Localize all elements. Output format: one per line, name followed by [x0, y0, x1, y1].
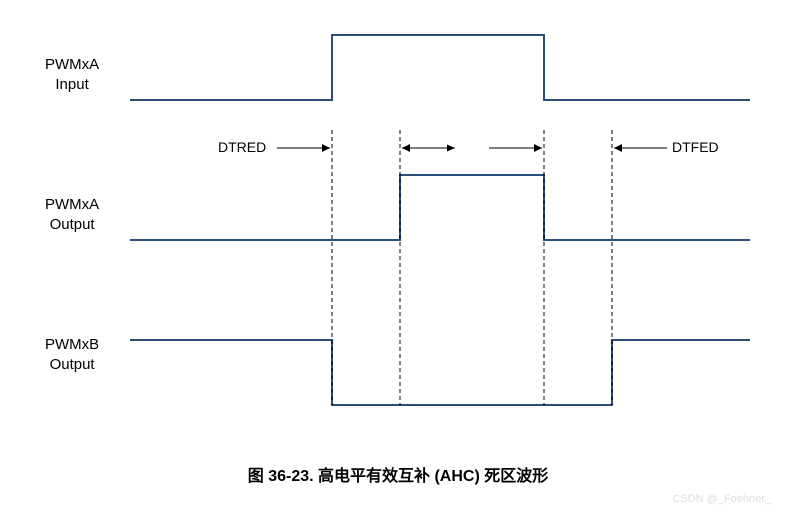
- pwmxb-output-waveform: [130, 340, 750, 405]
- label-text: Output: [45, 355, 99, 375]
- waveform-svg: [0, 0, 796, 517]
- diagram-container: PWMxA Input PWMxA Output PWMxB Output DT…: [0, 0, 796, 517]
- dtfed-label: DTFED: [672, 139, 719, 155]
- pwmxa-input-label: PWMxA Input: [45, 55, 99, 94]
- pwmxa-output-waveform: [130, 175, 750, 240]
- pwmxb-output-label: PWMxB Output: [45, 335, 99, 374]
- label-text: Input: [45, 75, 99, 95]
- label-text: Output: [45, 215, 99, 235]
- watermark-text: CSDN @_Foehner_: [672, 493, 771, 505]
- label-text: PWMxA: [45, 195, 99, 215]
- pwmxa-output-label: PWMxA Output: [45, 195, 99, 234]
- figure-caption: 图 36-23. 高电平有效互补 (AHC) 死区波形: [0, 462, 796, 486]
- label-text: PWMxB: [45, 335, 99, 355]
- pwmxa-input-waveform: [130, 35, 750, 100]
- dtred-label: DTRED: [218, 139, 266, 155]
- label-text: PWMxA: [45, 55, 99, 75]
